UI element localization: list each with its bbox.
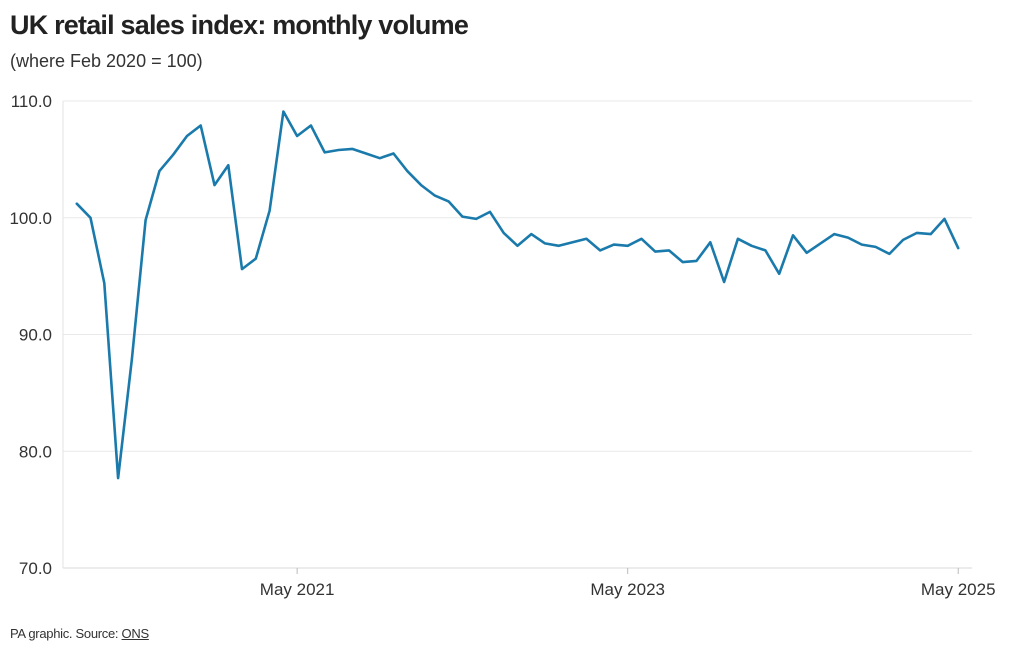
source-link[interactable]: ONS xyxy=(121,626,150,641)
y-tick-label: 80.0 xyxy=(19,442,52,461)
y-tick-label: 70.0 xyxy=(19,559,52,578)
y-tick-label: 100.0 xyxy=(9,209,52,228)
y-tick-label: 110.0 xyxy=(11,92,52,111)
x-tick-label: May 2021 xyxy=(260,580,335,599)
x-tick-label: May 2023 xyxy=(590,580,665,599)
footer-prefix: PA graphic. Source: xyxy=(10,626,122,641)
y-tick-label: 90.0 xyxy=(19,326,52,345)
chart-title: UK retail sales index: monthly volume xyxy=(10,10,469,40)
x-tick-label: May 2025 xyxy=(921,580,996,599)
footer: PA graphic. Source: ONS xyxy=(10,626,149,641)
chart-subtitle: (where Feb 2020 = 100) xyxy=(10,51,203,71)
series-line xyxy=(75,110,960,480)
